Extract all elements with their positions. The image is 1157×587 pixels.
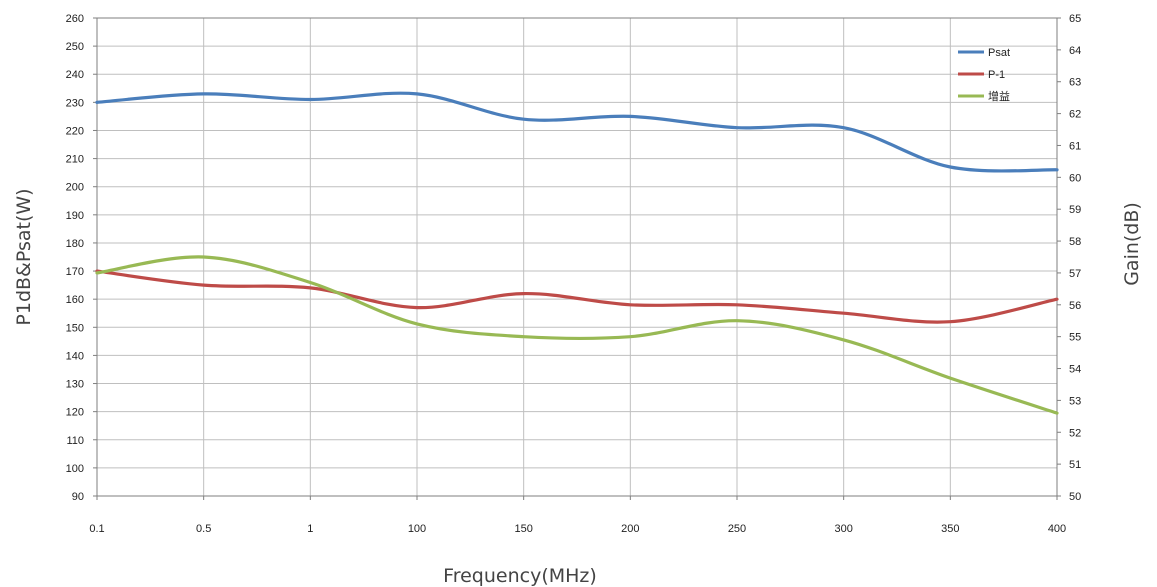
x-tick-label: 200	[621, 523, 639, 535]
right-tick-label: 58	[1069, 236, 1081, 248]
left-tick-label: 230	[66, 97, 84, 109]
right-tick-label: 60	[1069, 172, 1081, 184]
left-tick-label: 200	[66, 182, 84, 194]
y2-axis-title: Gain(dB)	[1121, 202, 1143, 286]
left-tick-label: 90	[72, 491, 84, 503]
right-axis-ticks: 50 51 52 53 54 55 56 57 58 59 60 61 62 63 64 65	[1057, 13, 1081, 503]
x-axis-ticks: 0.1 0.5 1 100 150 200 250 300 350 400	[89, 496, 1066, 535]
series-line-0	[95, 91, 1059, 173]
series-line-2	[95, 255, 1059, 415]
left-tick-label: 250	[66, 41, 84, 53]
x-tick-label: 150	[514, 523, 532, 535]
right-tick-label: 52	[1069, 427, 1081, 439]
right-tick-label: 51	[1069, 459, 1081, 471]
legend-label: 增益	[988, 89, 1010, 103]
left-tick-label: 100	[66, 463, 84, 475]
right-tick-label: 54	[1069, 364, 1081, 376]
plot-frame	[96, 17, 1058, 497]
series-lines	[95, 91, 1059, 415]
x-tick-label: 1	[307, 523, 313, 535]
x-tick-label: 300	[834, 523, 852, 535]
left-tick-label: 220	[66, 125, 84, 137]
legend-label: P-1	[988, 69, 1005, 81]
left-tick-label: 170	[66, 266, 84, 278]
x-tick-label: 0.5	[196, 523, 211, 535]
left-tick-label: 180	[66, 238, 84, 250]
left-tick-label: 140	[66, 350, 84, 362]
x-axis-title: Frequency(MHz)	[443, 565, 597, 587]
left-tick-label: 190	[66, 210, 84, 222]
right-tick-label: 62	[1069, 109, 1081, 121]
left-tick-label: 160	[66, 294, 84, 306]
left-tick-label: 120	[66, 407, 84, 419]
right-tick-label: 56	[1069, 300, 1081, 312]
right-tick-label: 63	[1069, 77, 1081, 89]
right-tick-label: 57	[1069, 268, 1081, 280]
left-tick-label: 240	[66, 69, 84, 81]
left-tick-label: 210	[66, 154, 84, 166]
right-tick-label: 59	[1069, 204, 1081, 216]
x-tick-label: 0.1	[89, 523, 104, 535]
legend: Psat P-1 增益	[958, 47, 1010, 103]
series-line-1	[95, 269, 1059, 324]
left-tick-label: 130	[66, 379, 84, 391]
right-tick-label: 53	[1069, 395, 1081, 407]
right-tick-label: 61	[1069, 140, 1081, 152]
x-tick-label: 250	[728, 523, 746, 535]
left-tick-label: 150	[66, 322, 84, 334]
right-tick-label: 64	[1069, 45, 1081, 57]
x-tick-label: 350	[941, 523, 959, 535]
x-tick-label: 400	[1048, 523, 1066, 535]
y-axis-title: P1dB&Psat(W)	[13, 188, 35, 325]
left-tick-label: 260	[66, 13, 84, 25]
right-tick-label: 55	[1069, 332, 1081, 344]
left-axis-ticks: 90 100 110 120 130 140 150 160 170 180 190 200 210 22…	[66, 13, 97, 503]
legend-label: Psat	[988, 47, 1010, 59]
left-tick-label: 110	[66, 435, 84, 447]
x-tick-label: 100	[408, 523, 426, 535]
right-tick-label: 65	[1069, 13, 1081, 25]
right-tick-label: 50	[1069, 491, 1081, 503]
grid	[96, 17, 1058, 497]
